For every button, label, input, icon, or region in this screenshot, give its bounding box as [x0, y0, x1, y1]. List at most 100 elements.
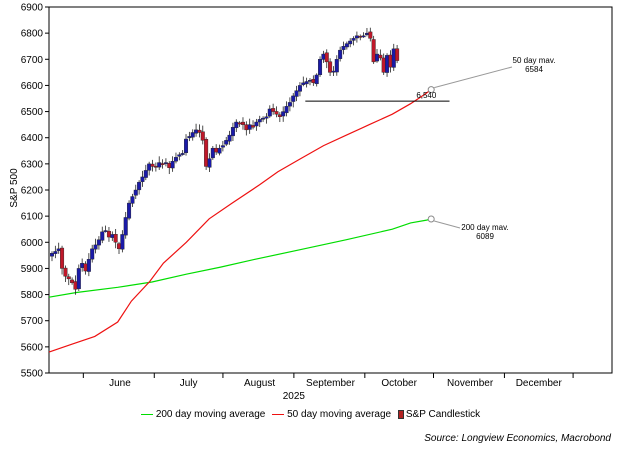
y-tick-label: 6000: [21, 238, 44, 249]
candle-body: [388, 54, 393, 68]
candle-body: [66, 276, 71, 280]
candle-body: [190, 132, 195, 138]
candle-body: [267, 108, 272, 117]
candle-body: [76, 268, 81, 290]
candle-body: [334, 59, 339, 73]
candle-body: [56, 248, 61, 251]
candle-body: [284, 106, 289, 114]
x-tick-label: June: [109, 378, 131, 389]
x-year-label: 2025: [283, 391, 306, 402]
candle-body: [391, 48, 396, 68]
legend-item-candlestick: S&P Candlestick: [397, 409, 481, 420]
y-tick-label: 6100: [21, 212, 44, 223]
candle-body: [177, 154, 182, 157]
candle-body: [371, 39, 376, 63]
candle-body: [294, 90, 299, 97]
candle-body: [227, 134, 232, 142]
candle-body: [123, 217, 128, 236]
candle-body: [100, 231, 105, 241]
y-tick-label: 5500: [21, 369, 44, 380]
ma200-annotation-label: 200 day mav.: [461, 223, 508, 232]
ma200-annotation-value: 6089: [476, 232, 494, 241]
legend-label-ma200: 200 day moving average: [155, 409, 266, 420]
candle-body: [194, 129, 199, 134]
candle-body: [207, 158, 212, 168]
candle-body: [311, 79, 316, 84]
candle-body: [160, 163, 165, 165]
y-axis-ticks: 5500 5600 5700 5800 5900 6000 6100 6200 6300 6400…: [21, 3, 49, 380]
candle-body: [210, 147, 215, 159]
candle-body: [147, 163, 152, 171]
candle-body: [314, 74, 319, 85]
y-tick-label: 6700: [21, 55, 44, 66]
candle-body: [204, 139, 209, 167]
legend-item-ma200: 200 day moving average: [140, 409, 266, 420]
candle-body: [150, 163, 155, 167]
candle-body: [86, 259, 91, 272]
y-tick-label: 6400: [21, 133, 44, 144]
candle-body: [354, 35, 359, 39]
candle-body: [381, 57, 386, 73]
candle-body: [331, 70, 336, 73]
ma200-line: [48, 218, 432, 298]
x-tick-label: December: [516, 378, 563, 389]
candle-body: [103, 230, 108, 232]
candle-body: [143, 170, 148, 178]
x-tick-label: August: [244, 378, 275, 389]
candle-body: [324, 52, 329, 63]
candle-body: [261, 117, 266, 120]
candle-body: [375, 53, 380, 62]
candle-body: [277, 114, 282, 117]
candle-body: [187, 136, 192, 139]
candle-body: [53, 251, 58, 254]
candle-body: [234, 121, 239, 129]
candle-body: [63, 267, 68, 277]
candle-body: [60, 247, 65, 269]
legend-swatch-ma200: [140, 413, 153, 415]
y-tick-label: 5700: [21, 316, 44, 327]
candle-body: [361, 35, 366, 38]
y-tick-label: 5600: [21, 342, 44, 353]
y-tick-label: 6600: [21, 81, 44, 92]
candle-body: [214, 147, 219, 153]
candle-body: [368, 31, 373, 39]
candle-body: [117, 243, 122, 250]
candle-body: [184, 138, 189, 154]
x-tick-label: November: [447, 378, 494, 389]
candle-body: [167, 163, 172, 168]
candle-body: [173, 157, 178, 162]
y-tick-label: 6800: [21, 29, 44, 40]
ma200-leader-line: [434, 220, 461, 229]
candle-body: [83, 263, 88, 272]
candle-body: [328, 61, 333, 73]
source-note: Source: Longview Economics, Macrobond: [424, 433, 611, 444]
candle-body: [395, 48, 400, 61]
candle-body: [230, 127, 235, 137]
y-tick-label: 6900: [21, 3, 44, 14]
candle-body: [344, 43, 349, 48]
ma50-marker: [427, 86, 435, 94]
legend-swatch-ma50: [272, 413, 285, 415]
plot-area: [48, 6, 613, 374]
candle-body: [287, 102, 292, 107]
candle-body: [93, 244, 98, 250]
x-tick-label: October: [381, 378, 417, 389]
candle-body: [163, 162, 168, 164]
candle-body: [237, 122, 242, 125]
candle-body: [338, 49, 343, 59]
legend-label-ma50: 50 day moving average: [287, 409, 392, 420]
candle-body: [96, 239, 101, 246]
candle-body: [70, 279, 75, 284]
candle-body: [321, 53, 326, 60]
legend-label-candlestick: S&P Candlestick: [405, 409, 481, 420]
legend: 200 day moving average 50 day moving ave…: [0, 409, 621, 420]
candle-body: [224, 140, 229, 145]
candle-body: [220, 145, 225, 148]
candle-body: [127, 202, 132, 219]
candle-body: [180, 153, 185, 155]
ma50-annotation-label: 50 day mav.: [513, 56, 556, 65]
candle-body: [254, 121, 259, 127]
candle-body: [106, 230, 111, 238]
candle-body: [348, 40, 353, 45]
x-axis-ticks: June July August September October November De…: [82, 373, 574, 402]
